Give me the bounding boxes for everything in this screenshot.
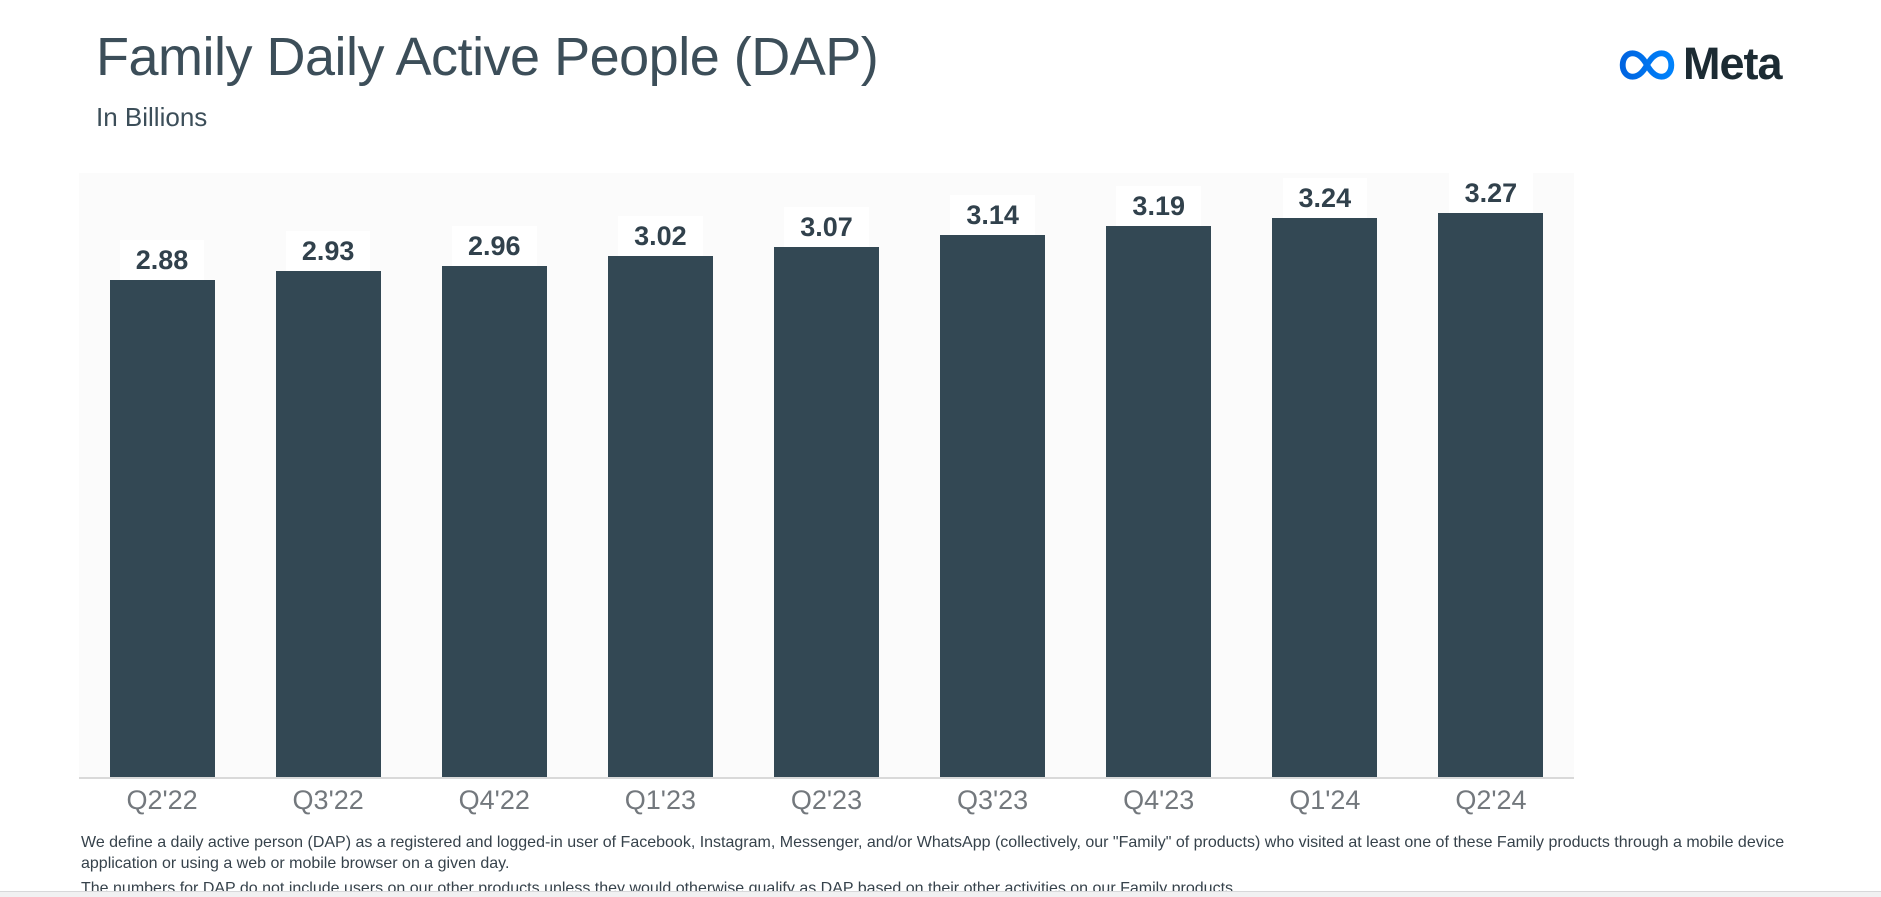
- footnote-definition: We define a daily active person (DAP) as…: [81, 834, 1785, 872]
- x-axis-label: Q1'23: [624, 785, 696, 815]
- page-bottom-edge: [0, 891, 1881, 897]
- bar: [275, 271, 381, 777]
- bar: [441, 266, 547, 777]
- bar-column: 2.88: [79, 173, 245, 777]
- plot-area: 2.88 2.93 2.96 3.02 3.07 3.14 3.19 3.24 3.27: [79, 173, 1574, 779]
- bar-value-label: 2.96: [451, 226, 537, 266]
- bar: [1438, 213, 1544, 777]
- bar-column: 3.19: [1076, 173, 1242, 777]
- bar-column: 3.24: [1242, 173, 1408, 777]
- x-axis-label: Q3'23: [956, 785, 1029, 815]
- page-subtitle: In Billions: [96, 102, 208, 132]
- bar-column: 3.27: [1408, 173, 1574, 777]
- bar-column: 2.93: [245, 173, 411, 777]
- meta-infinity-icon: [1618, 47, 1676, 83]
- bar-column: 2.96: [411, 173, 577, 777]
- meta-logo: Meta: [1618, 38, 1783, 89]
- bar: [940, 235, 1046, 777]
- bar-value-label: 3.14: [950, 195, 1035, 235]
- bar: [1106, 226, 1212, 777]
- x-axis-label: Q4'22: [458, 785, 530, 815]
- bar-column: 3.02: [577, 173, 743, 777]
- bar-column: 3.14: [910, 173, 1076, 777]
- bar-column: 3.07: [743, 173, 909, 777]
- bar-value-label: 3.27: [1448, 173, 1534, 213]
- x-axis-label: Q2'24: [1455, 785, 1527, 815]
- x-axis-label: Q1'24: [1289, 785, 1361, 815]
- page-title: Family Daily Active People (DAP): [96, 27, 879, 87]
- x-axis-label: Q3'22: [292, 785, 364, 815]
- bar-value-label: 3.19: [1116, 186, 1201, 226]
- bar-value-label: 3.24: [1282, 178, 1368, 218]
- x-axis-label: Q4'23: [1123, 785, 1195, 815]
- bar: [1272, 218, 1378, 777]
- x-axis-labels: Q2'22 Q3'22 Q4'22 Q1'23 Q2'23 Q3'23 Q4'23 Q1'24…: [79, 785, 1574, 816]
- bar-value-label: 2.93: [285, 231, 371, 271]
- bar: [607, 256, 713, 777]
- x-axis-label: Q2'23: [790, 785, 863, 815]
- bar: [773, 247, 879, 777]
- bar-value-label: 2.88: [119, 240, 205, 280]
- bar-value-label: 3.07: [784, 207, 869, 247]
- x-axis-label: Q2'22: [126, 785, 198, 815]
- meta-wordmark: Meta: [1683, 38, 1783, 89]
- bar: [109, 280, 215, 777]
- bar-value-label: 3.02: [618, 216, 703, 256]
